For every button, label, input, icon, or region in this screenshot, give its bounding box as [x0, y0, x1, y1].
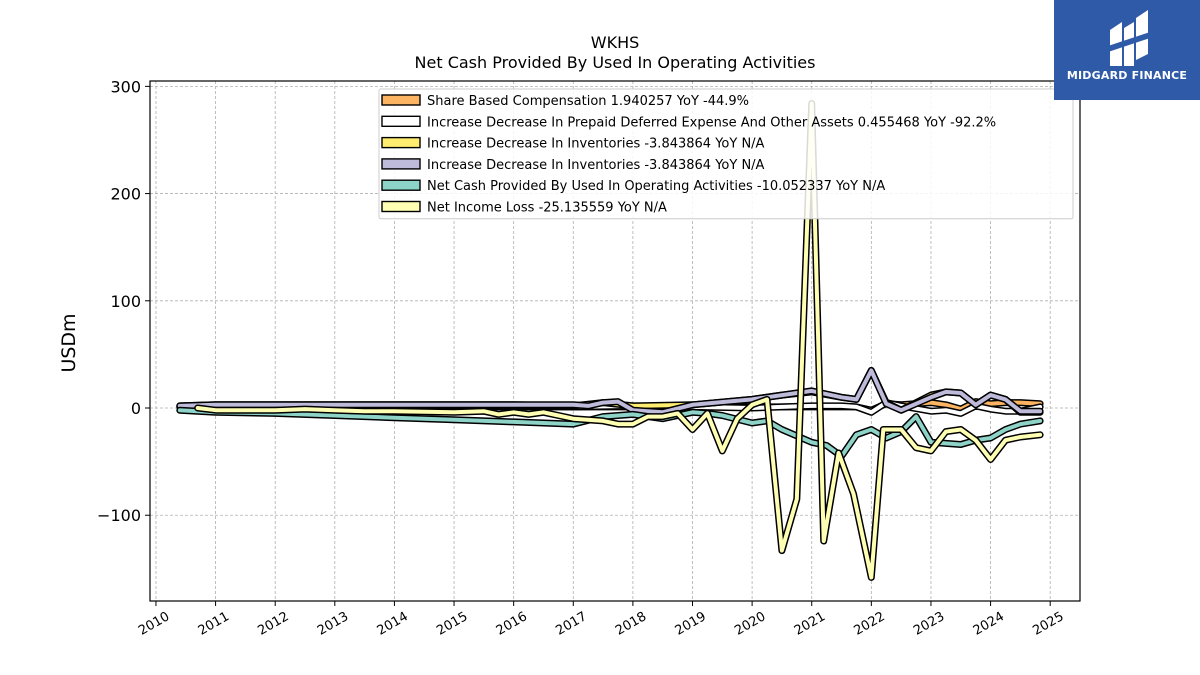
- legend-label: Increase Decrease In Prepaid Deferred Ex…: [427, 115, 996, 130]
- legend-swatch: [381, 94, 421, 106]
- x-tick-label: 2023: [911, 609, 947, 639]
- series-5: [176, 406, 1044, 460]
- y-tick-label: 300: [110, 77, 141, 96]
- y-axis-label: USDm: [58, 313, 80, 372]
- legend-label: Share Based Compensation 1.940257 YoY -4…: [427, 94, 749, 109]
- chart-title: WKHS: [591, 33, 640, 52]
- logo-text: MIDGARD FINANCE: [1066, 69, 1188, 82]
- y-tick-label: 100: [110, 292, 141, 311]
- x-tick-label: 2012: [255, 609, 291, 639]
- legend-label: Net Cash Provided By Used In Operating A…: [427, 179, 885, 194]
- legend: Share Based Compensation 1.940257 YoY -4…: [378, 88, 1074, 220]
- legend-label: Net Income Loss -25.135559 YoY N/A: [427, 201, 667, 216]
- x-tick-label: 2015: [434, 609, 470, 639]
- midgard-finance-logo: MIDGARD FINANCE: [1054, 0, 1200, 100]
- y-tick-label: 200: [110, 185, 141, 204]
- x-tick-label: 2021: [792, 609, 828, 639]
- series-line: [177, 408, 1043, 459]
- x-tick-label: 2016: [494, 609, 530, 639]
- legend-box: [378, 88, 1074, 220]
- y-tick-label: −100: [97, 506, 141, 525]
- x-tick-label: 2018: [613, 609, 649, 639]
- y-tick-label: 0: [131, 399, 141, 418]
- plot-area: [176, 100, 1044, 581]
- x-tick-label: 2014: [375, 609, 411, 639]
- legend-swatch: [381, 115, 421, 128]
- x-tick-label: 2022: [852, 609, 888, 639]
- legend-swatch: [381, 136, 421, 149]
- chart-subtitle: Net Cash Provided By Used In Operating A…: [415, 53, 816, 72]
- legend-swatch: [381, 158, 421, 170]
- legend-swatch: [381, 200, 421, 213]
- x-tick-label: 2019: [673, 609, 709, 639]
- x-tick-label: 2011: [196, 609, 232, 639]
- series-6: [194, 100, 1044, 581]
- plot-frame: [149, 80, 1081, 602]
- x-tick-label: 2025: [1030, 609, 1066, 639]
- legend-label: Increase Decrease In Inventories -3.8438…: [427, 158, 765, 173]
- legend-label: Increase Decrease In Inventories -3.8438…: [427, 137, 765, 152]
- series-line: [195, 101, 1043, 580]
- x-tick-label: 2017: [553, 609, 589, 639]
- legend-swatch: [381, 179, 421, 191]
- x-tick-label: 2024: [971, 609, 1007, 639]
- midgard-logo-icon: [1108, 10, 1150, 66]
- x-tick-label: 2013: [315, 609, 351, 639]
- x-tick-label: 2010: [136, 609, 172, 639]
- x-tick-label: 2020: [732, 609, 768, 639]
